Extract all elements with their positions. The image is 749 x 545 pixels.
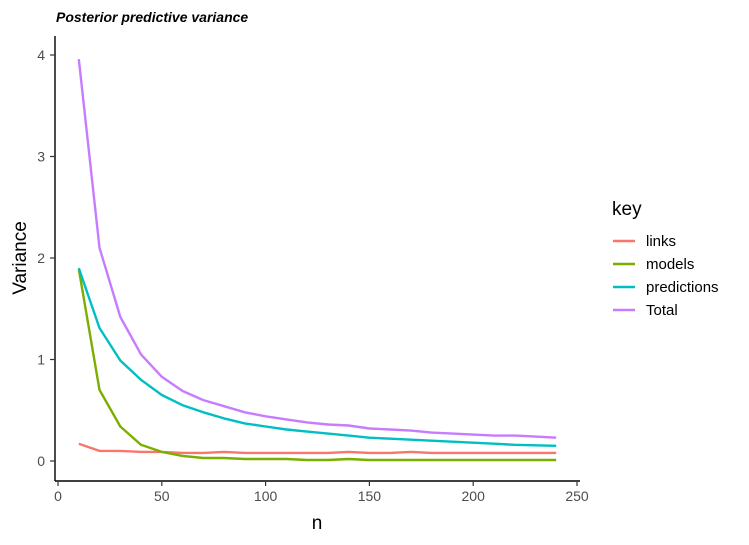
y-tick-label: 2 [37,250,45,266]
legend-label: predictions [646,279,719,296]
legend-item-predictions: predictions [613,279,719,296]
legend-item-links: links [613,233,676,250]
y-tick-label: 4 [37,47,45,63]
chart-marks [77,58,557,462]
legend-label: Total [646,302,678,319]
x-tick-label: 250 [565,488,589,504]
legend-label: models [646,256,694,273]
x-tick-label: 50 [154,488,170,504]
x-tick-label: 150 [358,488,382,504]
legend-item-total: Total [613,302,678,319]
legend-item-models: models [613,256,694,273]
chart-title: Posterior predictive variance [56,9,248,25]
x-tick-label: 100 [254,488,278,504]
y-tick-label: 3 [37,149,45,165]
series-line-models [77,268,557,462]
x-axis-title: n [312,513,323,534]
y-tick-label: 1 [37,352,45,368]
series-line-predictions [77,267,557,447]
x-tick-label: 200 [462,488,486,504]
legend-title: key [612,199,642,220]
series-line-total [77,58,557,439]
axis-ticks: 0 50 100 150 200 250 0 1 2 3 4 [37,47,589,504]
x-tick-label: 0 [54,488,62,504]
legend: links models predictions Total [613,233,719,319]
y-axis-title: Variance [10,221,31,295]
y-tick-label: 0 [37,453,45,469]
legend-label: links [646,233,676,250]
